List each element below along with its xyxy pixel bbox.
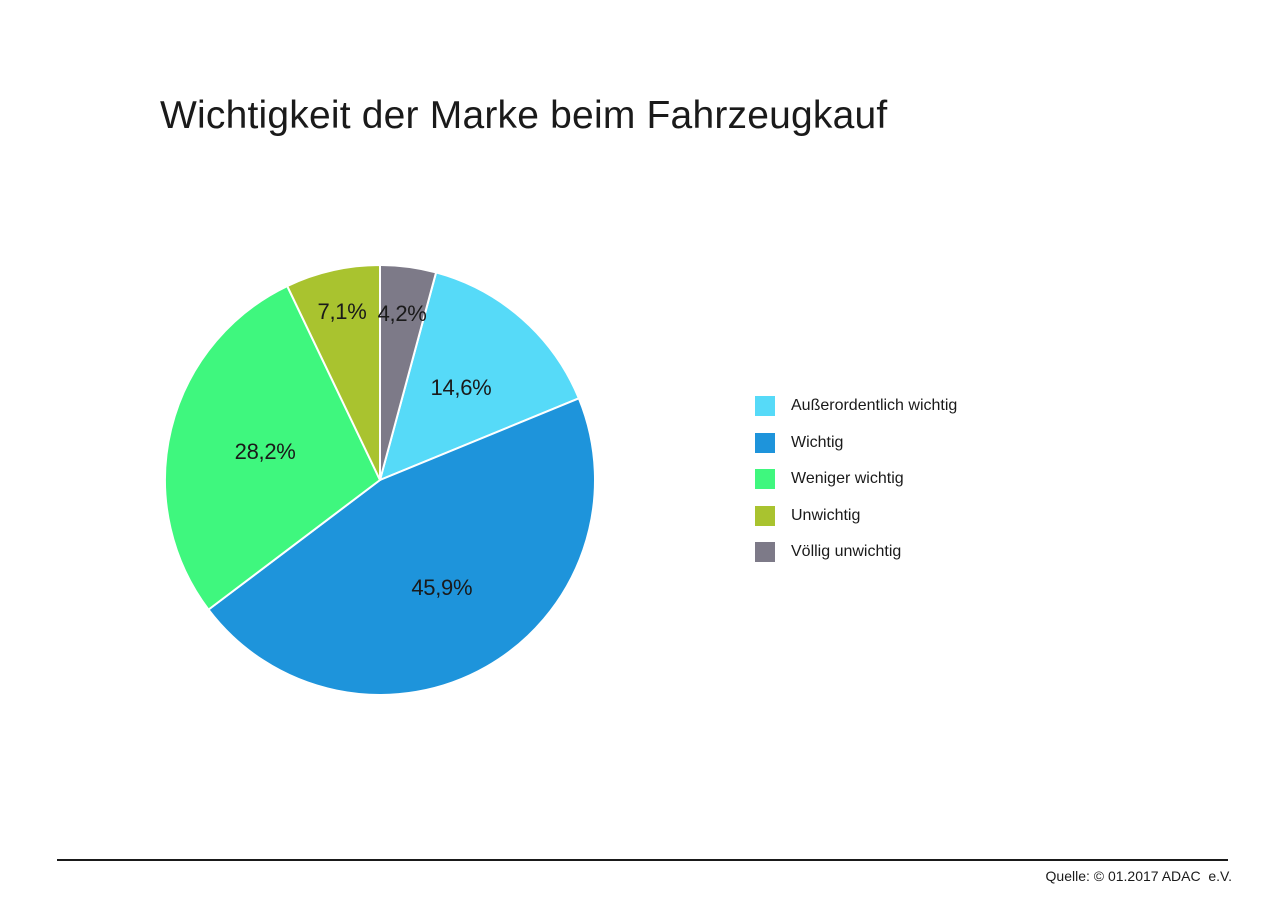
legend-label: Weniger wichtig: [791, 470, 904, 487]
source-attribution: Quelle: © 01.2017 ADAC e.V.: [1045, 868, 1232, 884]
legend-swatch: [755, 432, 775, 453]
legend-item: Wichtig: [755, 432, 957, 453]
legend-swatch: [755, 469, 775, 489]
chart-title: Wichtigkeit der Marke beim Fahrzeugkauf: [160, 94, 888, 137]
slice-value-label: 7,1%: [317, 299, 367, 325]
footer-divider: [57, 859, 1228, 861]
pie-slice-5: [379, 264, 438, 481]
legend-label: Wichtig: [791, 433, 844, 451]
legend-swatch: [755, 396, 775, 416]
slice-value-label: 28,2%: [234, 439, 296, 464]
pie-slice-2: [207, 397, 596, 696]
legend-label: Unwichtig: [791, 506, 861, 524]
legend-label: Außerordentlich wichtig: [791, 397, 958, 414]
legend-item: Außerordentlich wichtig: [755, 396, 957, 416]
slice-value-label: 45,9%: [411, 575, 473, 601]
legend-swatch: [755, 505, 775, 526]
legend-item: Weniger wichtig: [755, 469, 957, 489]
pie-chart: 14,6% 45,9% 28,2% 7,1% 4,2%: [163, 263, 597, 697]
pie-slice-3: [164, 285, 381, 611]
legend-item: Völlig unwichtig: [755, 542, 957, 562]
legend-swatch: [755, 542, 775, 562]
pie-svg: [164, 264, 596, 696]
legend: Außerordentlich wichtig Wichtig Weniger wi…: [755, 396, 957, 562]
legend-label: Völlig unwichtig: [791, 543, 902, 560]
slice-value-label: 4,2%: [377, 300, 427, 326]
slice-value-label: 14,6%: [430, 375, 492, 401]
pie-slice-1: [379, 271, 580, 481]
legend-item: Unwichtig: [755, 505, 957, 526]
